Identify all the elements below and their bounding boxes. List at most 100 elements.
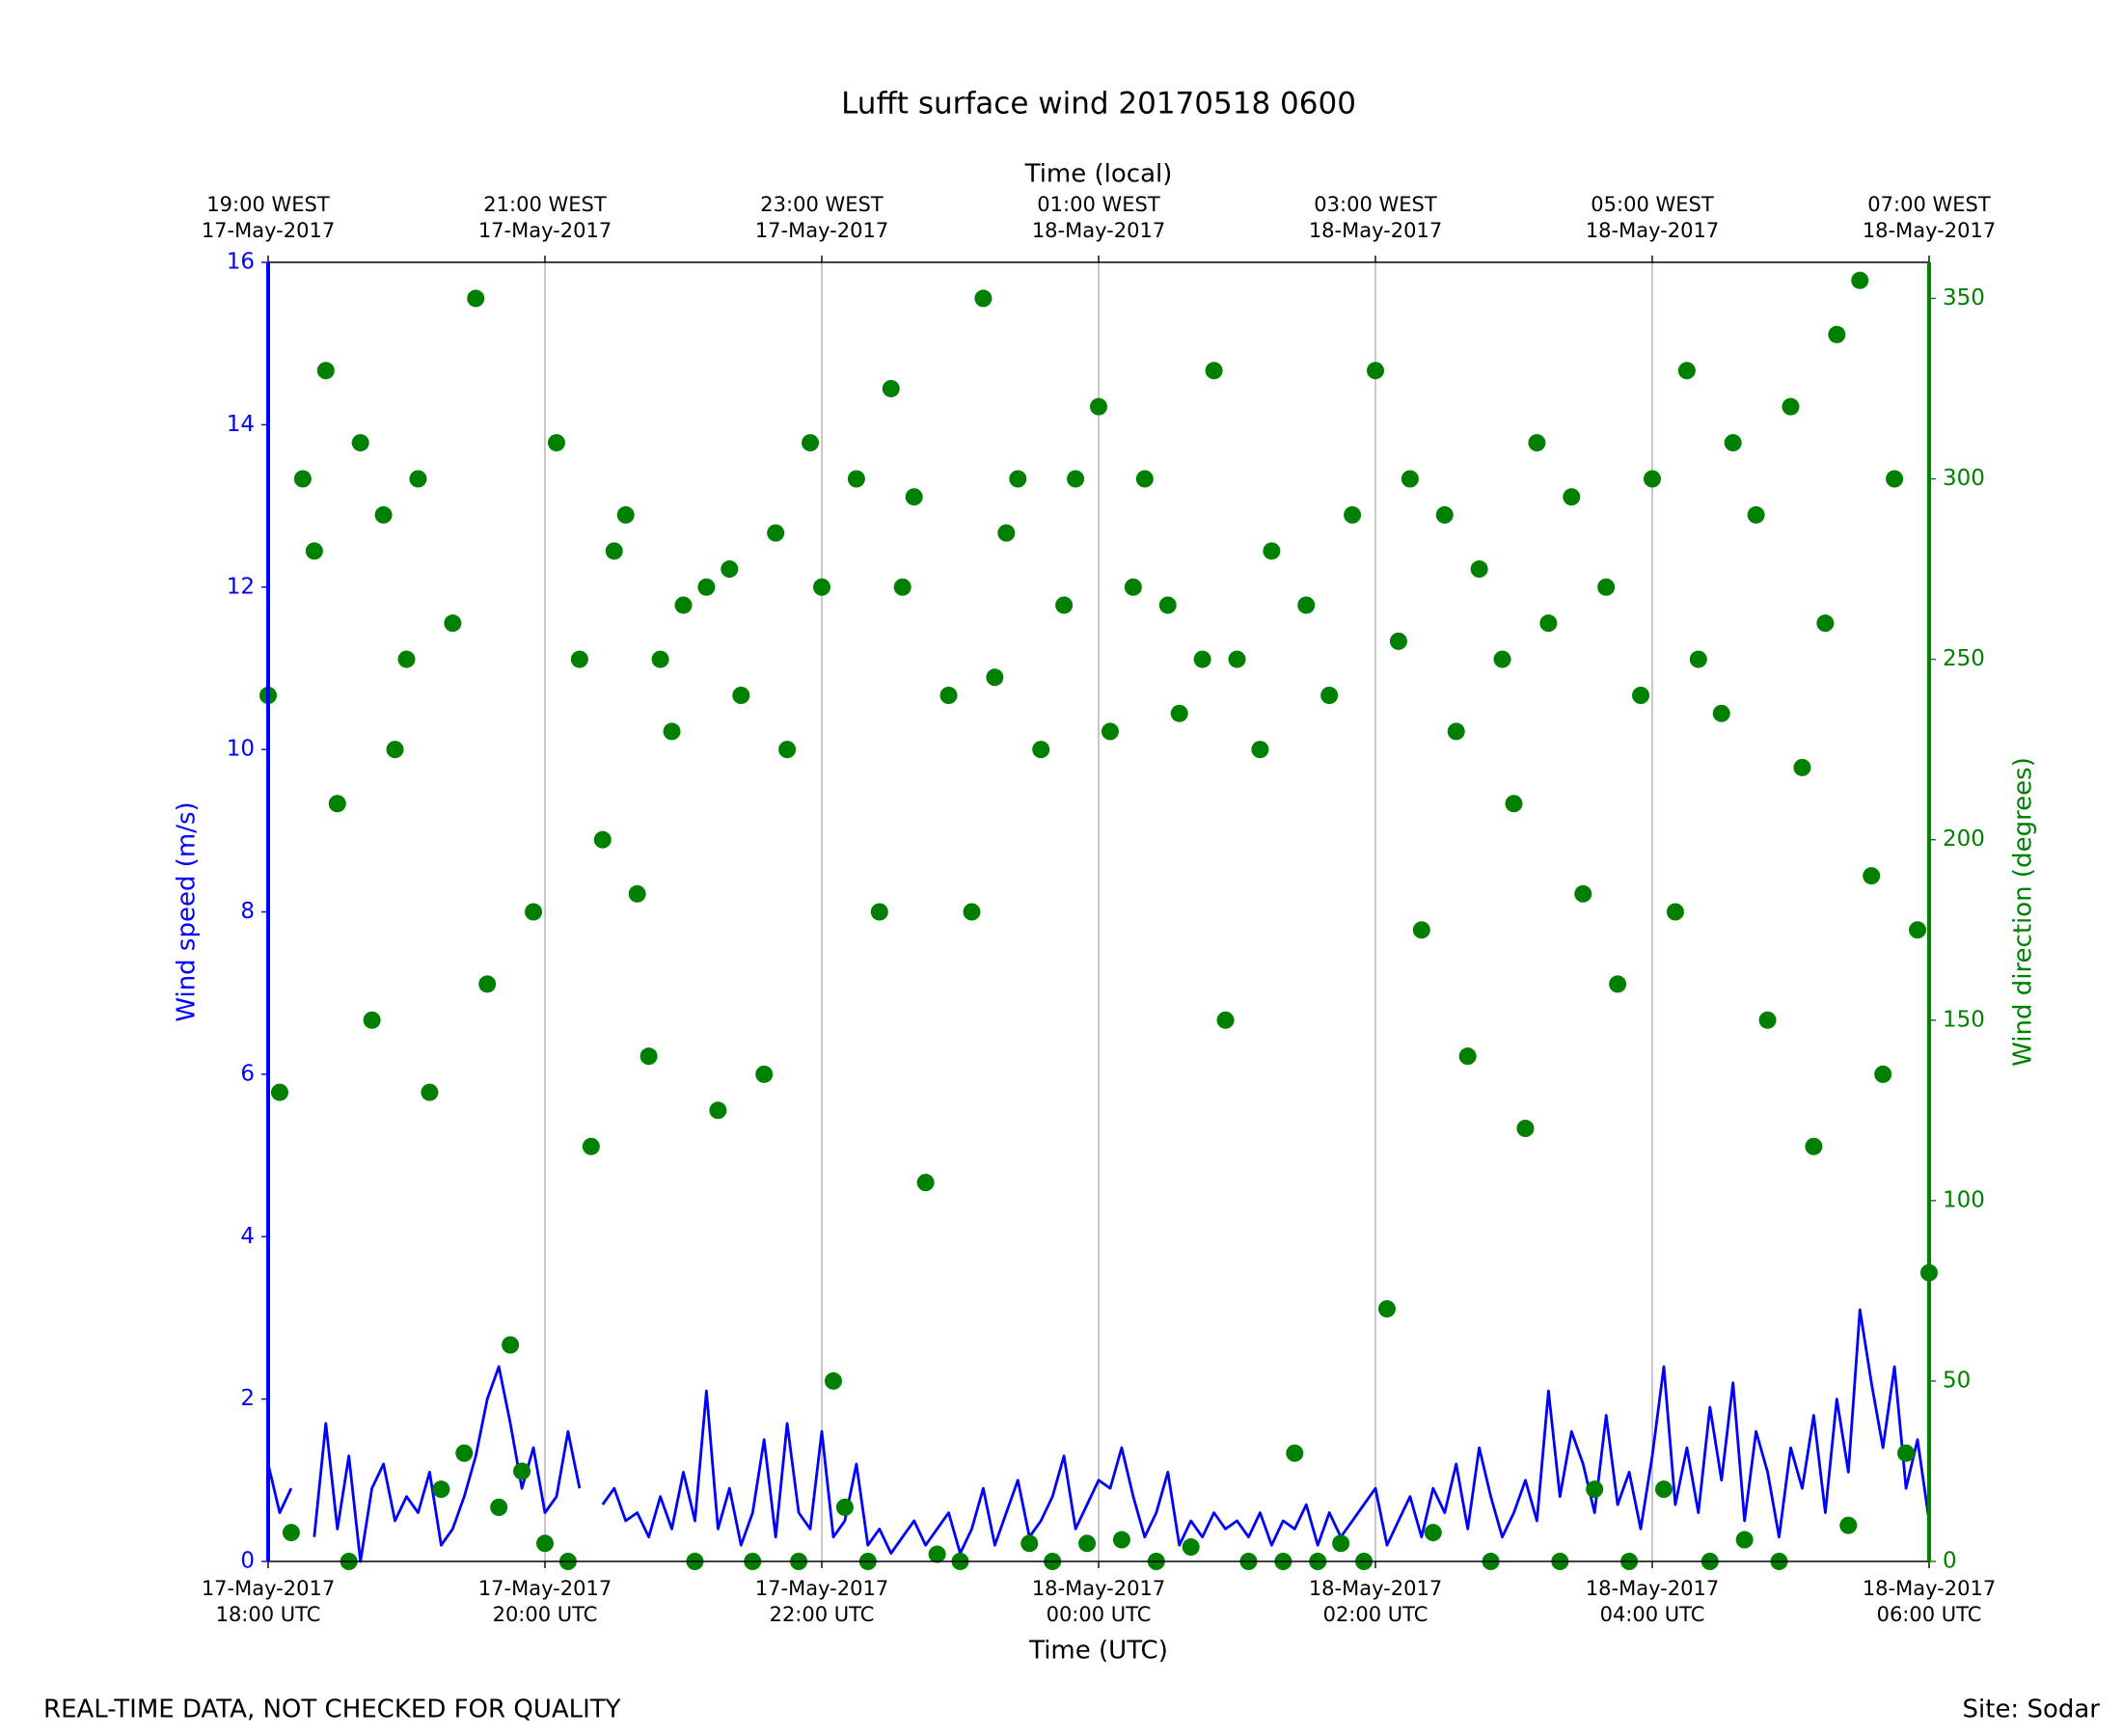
direction-point	[1032, 741, 1050, 759]
y-tick-label: 10	[227, 737, 255, 762]
y2-axis-label: Wind direction (degrees)	[2009, 757, 2038, 1067]
direction-point	[1758, 1011, 1777, 1029]
direction-point	[1863, 867, 1881, 885]
x-tick-label: 18-May-2017	[1863, 1577, 1996, 1600]
direction-point	[963, 903, 981, 921]
y-tick-label: 12	[227, 574, 255, 599]
direction-point	[351, 434, 369, 452]
direction-point	[363, 1011, 381, 1029]
y-tick-label: 8	[240, 899, 255, 924]
direction-point	[986, 668, 1004, 687]
direction-point	[1458, 1047, 1477, 1066]
direction-point	[755, 1065, 774, 1083]
direction-point	[1470, 560, 1488, 579]
direction-point	[1493, 650, 1511, 668]
direction-point	[1389, 632, 1407, 650]
direction-point	[305, 542, 323, 560]
x2-tick-label: 17-May-2017	[478, 219, 612, 242]
y2-tick-label: 350	[1943, 285, 1985, 311]
y-tick-label: 4	[240, 1224, 255, 1249]
x-tick-label: 02:00 UTC	[1323, 1603, 1428, 1626]
direction-point	[1297, 596, 1316, 614]
direction-point	[316, 362, 335, 380]
y-tick-label: 14	[227, 412, 255, 437]
y-tick-label: 6	[240, 1061, 255, 1086]
direction-point	[1793, 758, 1811, 776]
direction-point	[767, 524, 785, 542]
x-tick-label: 17-May-2017	[202, 1577, 335, 1600]
x-tick-label: 06:00 UTC	[1877, 1603, 1982, 1626]
y-tick-label: 0	[240, 1549, 255, 1574]
direction-point	[444, 614, 462, 633]
x-tick-label: 22:00 UTC	[770, 1603, 875, 1626]
direction-point	[421, 1083, 439, 1101]
x2-tick-label: 18-May-2017	[1032, 219, 1165, 242]
direction-point	[582, 1137, 600, 1155]
direction-point	[928, 1545, 946, 1563]
direction-point	[409, 470, 427, 488]
direction-point	[1563, 488, 1581, 506]
direction-point	[847, 470, 865, 488]
y2-tick-label: 0	[1943, 1549, 1957, 1574]
direction-point	[778, 741, 797, 759]
direction-point	[916, 1174, 935, 1192]
direction-point	[397, 650, 416, 668]
x-tick-label: 18-May-2017	[1032, 1577, 1165, 1600]
direction-point	[1055, 596, 1074, 614]
direction-point	[1586, 1480, 1604, 1499]
x2-tick-label: 21:00 WEST	[483, 193, 607, 216]
direction-point	[467, 289, 485, 308]
direction-point	[1447, 722, 1465, 741]
direction-point	[1666, 903, 1684, 921]
direction-point	[490, 1498, 508, 1516]
direction-point	[478, 975, 497, 993]
x-axis-label: Time (UTC)	[1028, 1637, 1168, 1666]
direction-point	[1263, 542, 1281, 560]
x2-tick-label: 19:00 WEST	[206, 193, 330, 216]
x-tick-label: 18-May-2017	[1586, 1577, 1719, 1600]
direction-point	[1644, 470, 1661, 488]
y2-tick-label: 100	[1943, 1187, 1985, 1212]
direction-point	[1377, 1300, 1396, 1318]
direction-point	[1170, 704, 1188, 722]
direction-point	[1897, 1444, 1916, 1462]
footer-site: Site: Sodar	[1963, 1695, 2101, 1724]
direction-point	[1286, 1444, 1304, 1462]
direction-point	[605, 542, 623, 560]
direction-point	[1412, 921, 1430, 939]
y-tick-label: 16	[227, 250, 255, 275]
direction-point	[432, 1480, 450, 1499]
x2-tick-label: 05:00 WEST	[1591, 193, 1714, 216]
direction-point	[1712, 704, 1730, 722]
direction-point	[1724, 434, 1742, 452]
direction-point	[1839, 1516, 1858, 1534]
direction-point	[1193, 650, 1211, 668]
direction-point	[1009, 470, 1027, 488]
x-tick-label: 04:00 UTC	[1600, 1603, 1705, 1626]
chart-title: Lufft surface wind 20170518 0600	[841, 87, 1356, 122]
direction-point	[1090, 397, 1107, 416]
direction-point	[547, 434, 565, 452]
direction-point	[1747, 505, 1765, 524]
direction-point	[1505, 795, 1523, 813]
direction-point	[997, 524, 1016, 542]
direction-point	[1251, 741, 1269, 759]
direction-point	[1874, 1065, 1892, 1083]
direction-point	[628, 884, 646, 903]
direction-point	[1851, 271, 1869, 289]
x-tick-label: 00:00 UTC	[1047, 1603, 1152, 1626]
direction-point	[1654, 1480, 1673, 1499]
x2-tick-label: 23:00 WEST	[760, 193, 884, 216]
direction-point	[721, 560, 739, 579]
direction-point	[1067, 470, 1085, 488]
y-tick-label: 2	[240, 1386, 255, 1411]
direction-point	[663, 722, 681, 741]
x2-tick-label: 03:00 WEST	[1314, 193, 1437, 216]
direction-point	[293, 470, 312, 488]
direction-point	[905, 488, 923, 506]
direction-point	[536, 1534, 554, 1553]
direction-point	[1216, 1011, 1235, 1029]
y2-tick-label: 200	[1943, 827, 1985, 852]
direction-point	[1528, 434, 1546, 452]
